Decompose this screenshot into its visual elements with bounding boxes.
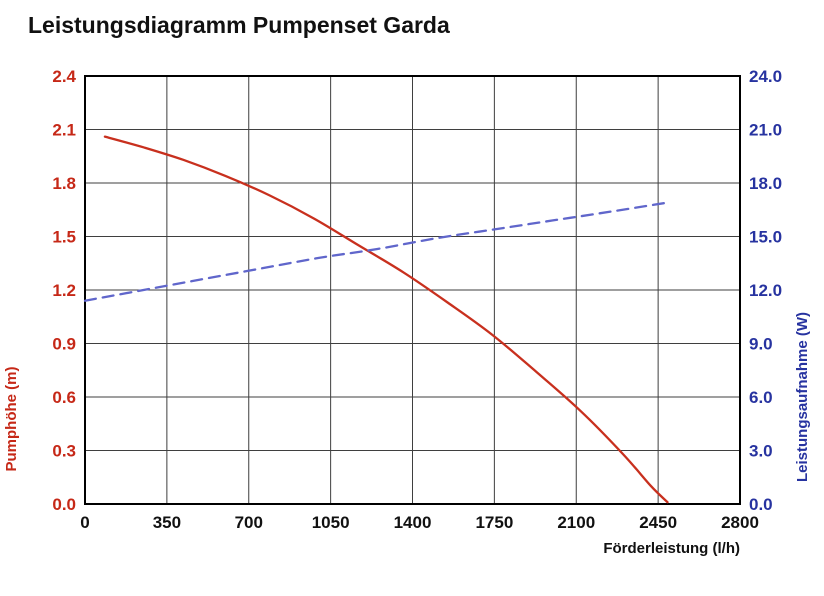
pump-performance-chart: 0.0 0.3 0.6 0.9 1.2 1.5 1.8 2.1 2.4 0.0 3.0 6.0 9.0 1…: [3, 67, 811, 557]
chart-title: Leistungsdiagramm Pumpenset Garda: [28, 12, 450, 38]
left-y-axis-label: Pumphöhe (m): [3, 367, 20, 472]
right-axis-tick: 24.0: [749, 67, 782, 86]
chart-page: Leistungsdiagramm Pumpenset Garda 0.0 0.3…: [0, 12, 824, 596]
x-axis-tick: 0: [80, 513, 89, 532]
x-axis-tick: 350: [153, 513, 181, 532]
right-axis-tick: 21.0: [749, 121, 782, 140]
left-axis-tick: 2.4: [52, 67, 76, 86]
x-axis-tick: 2100: [557, 513, 595, 532]
x-axis-label: Förderleistung (l/h): [603, 540, 740, 557]
left-axis-tick: 2.1: [52, 121, 76, 140]
right-axis-tick: 0.0: [749, 495, 773, 514]
x-axis-tick: 1400: [394, 513, 432, 532]
right-axis-tick: 18.0: [749, 174, 782, 193]
pump-head-curve: [103, 135, 669, 504]
chart-plot-area: 0.0 0.3 0.6 0.9 1.2 1.5 1.8 2.1 2.4 0.0 3.0 6.0 9.0 1…: [52, 67, 782, 532]
x-axis-tick: 2800: [721, 513, 759, 532]
x-axis-tick: 1750: [475, 513, 513, 532]
left-axis-tick: 0.9: [52, 335, 76, 354]
right-axis-tick: 6.0: [749, 388, 773, 407]
right-axis-tick: 12.0: [749, 281, 782, 300]
x-axis-tick: 2450: [639, 513, 677, 532]
right-axis-tick: 15.0: [749, 228, 782, 247]
left-axis-tick: 1.5: [52, 228, 76, 247]
left-axis-tick: 0.3: [52, 442, 76, 461]
plot-border: [84, 75, 741, 505]
right-y-axis-label: Leistungsaufnahme (W): [794, 312, 811, 482]
right-axis-tick: 3.0: [749, 442, 773, 461]
x-axis-tick: 1050: [312, 513, 350, 532]
left-axis-tick: 1.8: [52, 174, 76, 193]
power-consumption-line: [83, 201, 669, 302]
left-axis-tick: 1.2: [52, 281, 76, 300]
right-axis-tick: 9.0: [749, 335, 773, 354]
left-axis-tick: 0.6: [52, 388, 76, 407]
left-axis-tick: 0.0: [52, 495, 76, 514]
x-axis-tick: 700: [235, 513, 263, 532]
